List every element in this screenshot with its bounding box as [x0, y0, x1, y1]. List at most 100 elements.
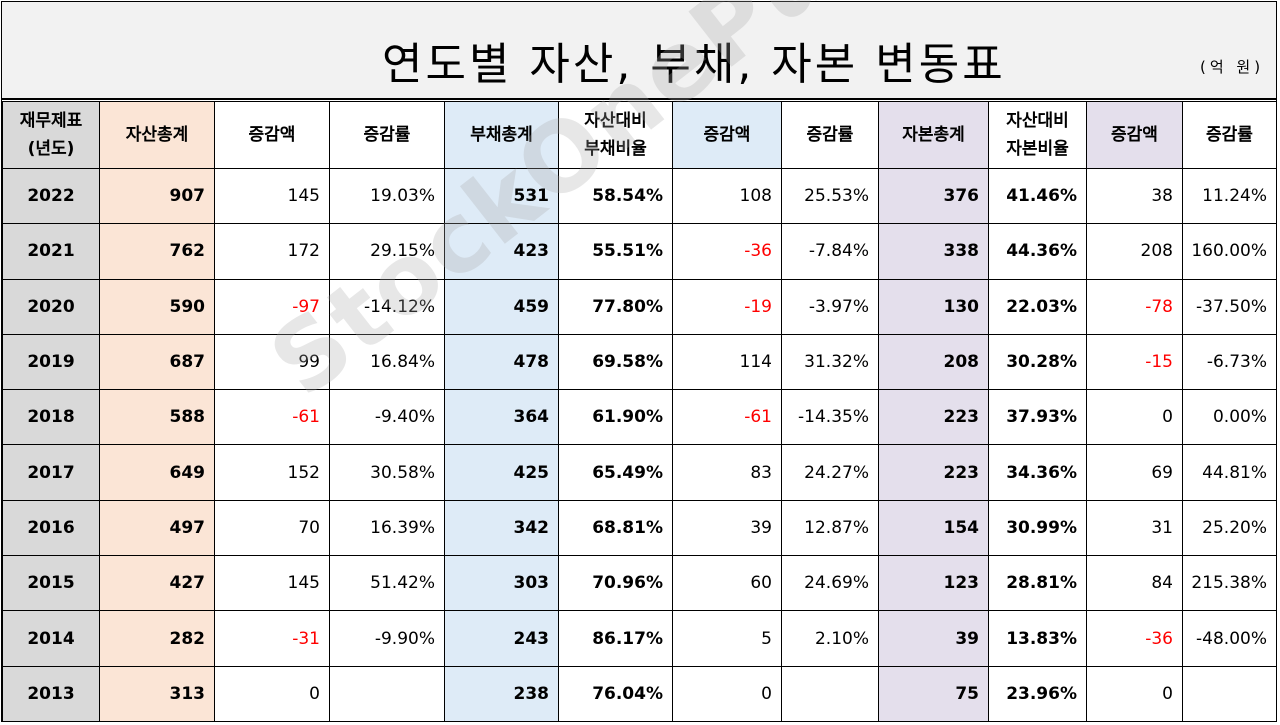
header-year: 재무제표 (년도) [2, 101, 100, 169]
header-label-line2: 부채비율 [584, 139, 647, 159]
cell-equity-ratio: 34.36% [988, 444, 1087, 501]
cell-debt-ratio: 70.96% [558, 555, 673, 612]
table-row: 2022 907 145 19.03% 531 58.54% 108 25.53% 376 41.… [2, 167, 1277, 225]
cell-debt-ratio: 58.54% [558, 167, 673, 225]
unit-label: (억 원) [1200, 58, 1265, 76]
cell-debt-ratio: 65.49% [558, 444, 673, 501]
cell-assets-rate [329, 665, 445, 722]
header-label-line1: 자산총계 [125, 125, 189, 145]
header-total-equity: 자본총계 [878, 101, 989, 169]
cell-total-assets: 588 [99, 389, 215, 446]
cell-equity-rate: 160.00% [1182, 223, 1277, 280]
cell-equity-ratio: 30.99% [988, 499, 1087, 557]
cell-equity-ratio: 30.28% [988, 333, 1087, 391]
cell-total-equity: 223 [878, 444, 989, 501]
cell-debt-ratio: 61.90% [558, 389, 673, 446]
cell-assets-change: 145 [214, 167, 330, 225]
cell-equity-rate: 44.81% [1182, 444, 1277, 501]
cell-liabilities-change: 83 [672, 444, 782, 501]
cell-equity-rate: -48.00% [1182, 610, 1277, 667]
header-label-line1: 증감률 [1206, 125, 1253, 145]
cell-equity-rate: 11.24% [1182, 167, 1277, 225]
cell-equity-ratio: 22.03% [988, 278, 1087, 335]
cell-equity-change: 0 [1086, 665, 1183, 722]
cell-total-assets: 907 [99, 167, 215, 225]
cell-assets-rate: -9.90% [329, 610, 445, 667]
cell-debt-ratio: 68.81% [558, 499, 673, 557]
cell-equity-change: -78 [1086, 278, 1183, 335]
cell-equity-ratio: 28.81% [988, 555, 1087, 612]
cell-debt-ratio: 86.17% [558, 610, 673, 667]
cell-equity-rate: 215.38% [1182, 555, 1277, 612]
header-row: 재무제표 (년도) 자산총계 증감액 증감률 부채총계 자산대비 부채비율 증감액 증감률 자본총계… [2, 101, 1277, 169]
table-row: 2018 588 -61 -9.40% 364 61.90% -61 -14.35% 223 37… [2, 389, 1277, 446]
cell-assets-rate: 29.15% [329, 223, 445, 280]
cell-liabilities-change: 0 [672, 665, 782, 722]
header-label-line2: (년도) [27, 139, 75, 159]
cell-liabilities-change: 60 [672, 555, 782, 612]
cell-equity-change: -36 [1086, 610, 1183, 667]
cell-debt-ratio: 76.04% [558, 665, 673, 722]
header-label-line1: 증감액 [1111, 125, 1158, 145]
cell-liabilities-rate: -14.35% [781, 389, 879, 446]
cell-equity-ratio: 23.96% [988, 665, 1087, 722]
header-label-line1: 자산대비 [1006, 111, 1069, 131]
cell-debt-ratio: 69.58% [558, 333, 673, 391]
cell-liabilities-rate: -3.97% [781, 278, 879, 335]
cell-assets-change: 70 [214, 499, 330, 557]
cell-assets-change: -97 [214, 278, 330, 335]
cell-year: 2016 [2, 499, 100, 557]
cell-debt-ratio: 55.51% [558, 223, 673, 280]
cell-assets-rate: 51.42% [329, 555, 445, 612]
cell-equity-change: 31 [1086, 499, 1183, 557]
cell-total-assets: 282 [99, 610, 215, 667]
cell-assets-change: 152 [214, 444, 330, 501]
cell-liabilities-rate: 2.10% [781, 610, 879, 667]
cell-assets-change: 0 [214, 665, 330, 722]
cell-equity-rate: 0.00% [1182, 389, 1277, 446]
header-total-liabilities: 부채총계 [444, 101, 559, 169]
cell-year: 2018 [2, 389, 100, 446]
cell-total-equity: 376 [878, 167, 989, 225]
cell-year: 2020 [2, 278, 100, 335]
cell-total-equity: 75 [878, 665, 989, 722]
cell-total-liabilities: 342 [444, 499, 559, 557]
cell-total-liabilities: 238 [444, 665, 559, 722]
table-row: 2017 649 152 30.58% 425 65.49% 83 24.27% 223 34.3… [2, 444, 1277, 501]
header-label-line1: 부채총계 [470, 125, 533, 145]
cell-equity-ratio: 41.46% [988, 167, 1087, 225]
cell-assets-change: -61 [214, 389, 330, 446]
title-bar: 연도별 자산, 부채, 자본 변동표 (억 원) [2, 2, 1276, 100]
cell-equity-ratio: 44.36% [988, 223, 1087, 280]
header-label-line1: 자산대비 [584, 111, 647, 131]
cell-liabilities-rate: 24.69% [781, 555, 879, 612]
cell-year: 2017 [2, 444, 100, 501]
cell-equity-change: 0 [1086, 389, 1183, 446]
cell-debt-ratio: 77.80% [558, 278, 673, 335]
header-equity-change: 증감액 [1086, 101, 1183, 169]
cell-total-assets: 590 [99, 278, 215, 335]
header-equity-ratio: 자산대비 자본비율 [988, 101, 1087, 169]
cell-equity-rate: -6.73% [1182, 333, 1277, 391]
cell-liabilities-rate: 24.27% [781, 444, 879, 501]
header-label-line1: 증감액 [703, 125, 751, 145]
table-row: 2019 687 99 16.84% 478 69.58% 114 31.32% 208 30.2… [2, 333, 1277, 391]
table-row: 2013 313 0 238 76.04% 0 75 23.96% 0 [2, 665, 1277, 722]
cell-assets-rate: 16.84% [329, 333, 445, 391]
cell-total-liabilities: 531 [444, 167, 559, 225]
cell-total-equity: 123 [878, 555, 989, 612]
cell-liabilities-change: 39 [672, 499, 782, 557]
cell-total-liabilities: 364 [444, 389, 559, 446]
table-body: 2022 907 145 19.03% 531 58.54% 108 25.53% 376 41.… [2, 167, 1277, 722]
cell-assets-rate: -9.40% [329, 389, 445, 446]
cell-equity-change: 208 [1086, 223, 1183, 280]
header-label-line1: 증감액 [248, 125, 296, 145]
cell-total-liabilities: 423 [444, 223, 559, 280]
cell-total-equity: 338 [878, 223, 989, 280]
financial-table: 재무제표 (년도) 자산총계 증감액 증감률 부채총계 자산대비 부채비율 증감액 증감률 자본총계… [2, 101, 1277, 722]
cell-total-assets: 497 [99, 499, 215, 557]
cell-assets-change: -31 [214, 610, 330, 667]
cell-total-liabilities: 303 [444, 555, 559, 612]
